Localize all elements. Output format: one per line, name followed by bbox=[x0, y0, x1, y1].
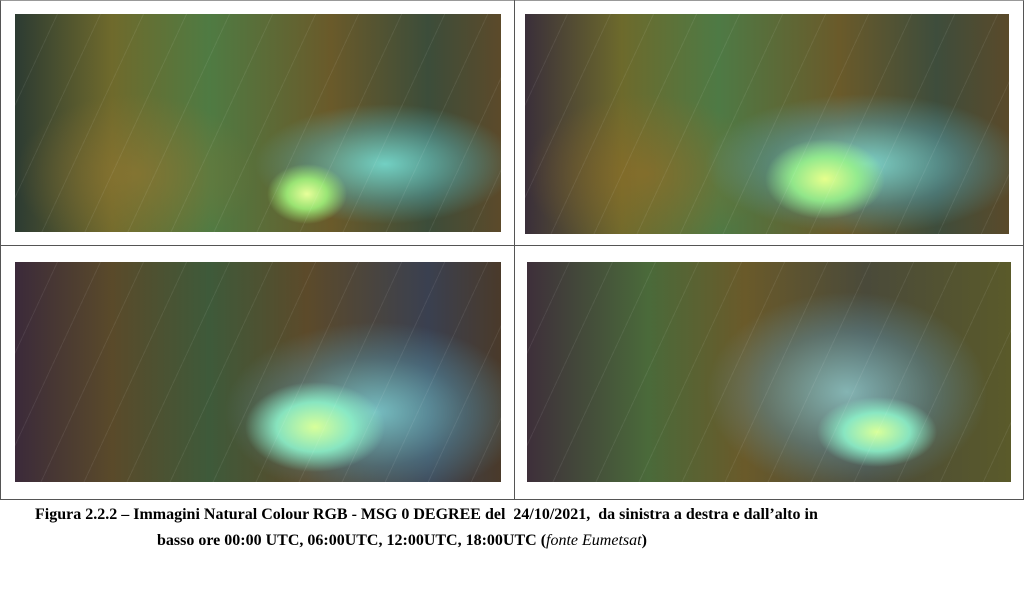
divider bbox=[0, 245, 1024, 246]
caption-line: basso ore 00:00 UTC, 06:00UTC, 12:00UTC,… bbox=[157, 532, 647, 550]
caption-text: ) bbox=[641, 532, 647, 549]
satellite-image bbox=[15, 14, 501, 232]
satellite-image bbox=[527, 262, 1011, 482]
caption-text: basso ore 00:00 UTC, 06:00UTC, 12:00UTC,… bbox=[157, 532, 547, 549]
caption-source: fonte Eumetsat bbox=[546, 532, 642, 549]
satellite-image bbox=[15, 262, 501, 482]
caption-line: Figura 2.2.2 – Immagini Natural Colour R… bbox=[35, 506, 818, 523]
divider bbox=[514, 0, 515, 500]
satellite-image bbox=[525, 14, 1009, 234]
